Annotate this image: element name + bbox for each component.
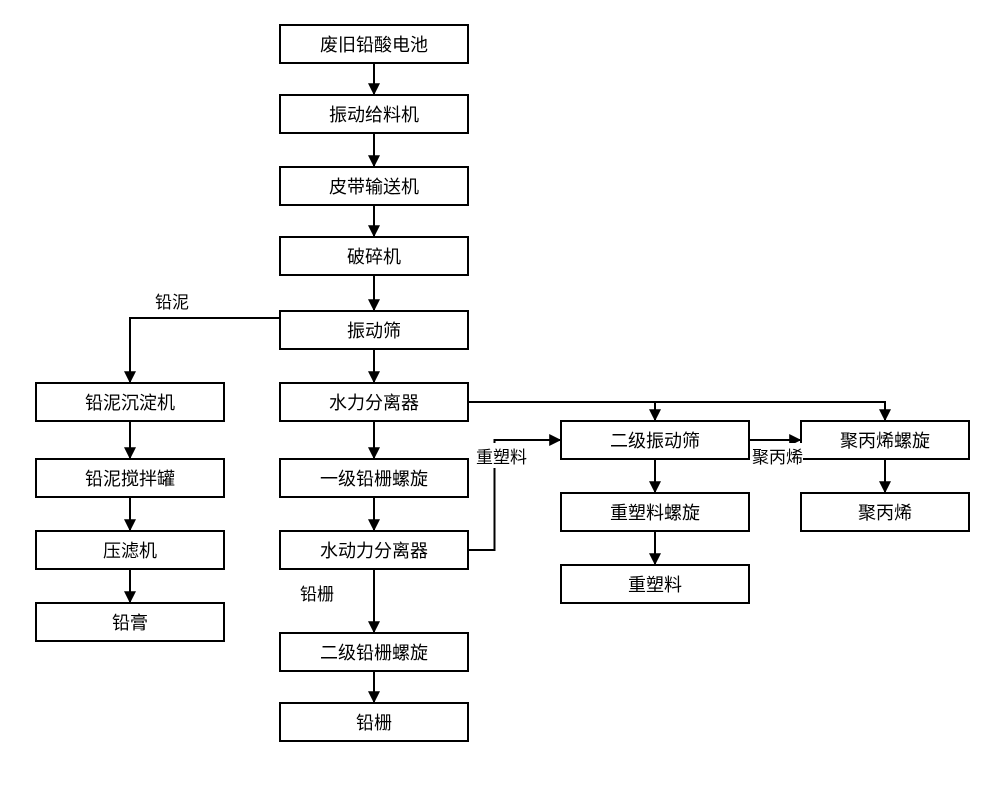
edge-label-lab_qn: 铅泥 (155, 288, 189, 313)
flow-node-n10: 铅栅 (279, 702, 469, 742)
flow-node-r1: 二级振动筛 (560, 420, 750, 460)
flow-node-r2: 重塑料螺旋 (560, 492, 750, 532)
flow-node-l1: 铅泥沉淀机 (35, 382, 225, 422)
flow-node-n7: 一级铅栅螺旋 (279, 458, 469, 498)
edge-label-lab_qs: 铅栅 (300, 580, 334, 605)
flow-node-n2: 振动给料机 (279, 94, 469, 134)
flow-node-n5: 振动筛 (279, 310, 469, 350)
flow-node-p2: 聚丙烯 (800, 492, 970, 532)
flow-node-n6: 水力分离器 (279, 382, 469, 422)
flow-node-n4: 破碎机 (279, 236, 469, 276)
flow-node-l2: 铅泥搅拌罐 (35, 458, 225, 498)
flow-node-r3: 重塑料 (560, 564, 750, 604)
edge-label-lab_pbx: 聚丙烯 (752, 443, 803, 468)
flow-node-l3: 压滤机 (35, 530, 225, 570)
flow-node-n3: 皮带输送机 (279, 166, 469, 206)
flow-node-l4: 铅膏 (35, 602, 225, 642)
flow-node-p1: 聚丙烯螺旋 (800, 420, 970, 460)
flow-node-n8: 水动力分离器 (279, 530, 469, 570)
edge-label-lab_zsl: 重塑料 (476, 443, 527, 468)
flow-node-n9: 二级铅栅螺旋 (279, 632, 469, 672)
flow-node-n1: 废旧铅酸电池 (279, 24, 469, 64)
